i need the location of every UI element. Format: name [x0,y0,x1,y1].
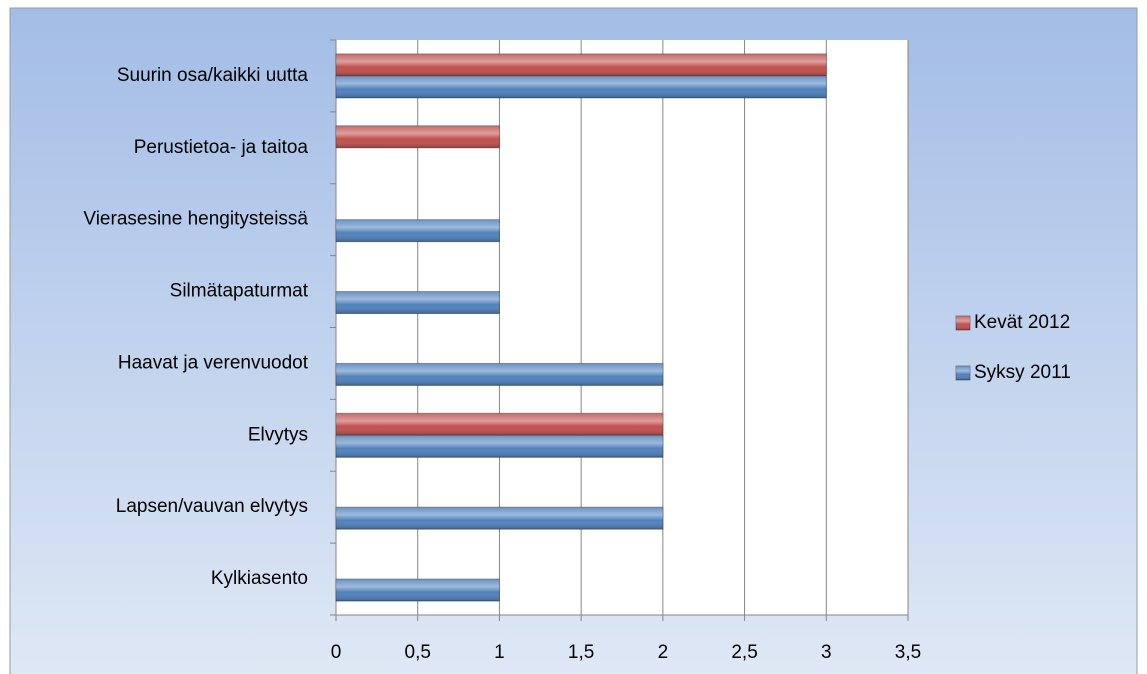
x-tick-label: 2 [658,642,669,663]
bar-shine [336,125,500,148]
legend-swatch-shine [956,366,970,380]
x-tick-label: 1 [494,642,505,663]
legend-label: Syksy 2011 [974,362,1071,383]
bar-shine [336,219,500,242]
x-tick-label: 0,5 [405,642,431,663]
x-tick-label: 3,5 [895,642,921,663]
y-tick-label: Vierasesine hengitysteissä [83,209,308,230]
y-tick-label: Perustietoa- ja taitoa [134,137,309,158]
y-tick-label: Lapsen/vauvan elvytys [116,496,308,517]
bar-shine [336,53,827,76]
bar-shine [336,435,663,458]
x-tick-label: 3 [821,642,832,663]
bar-shine [336,291,500,314]
bar-shine [336,363,663,386]
x-tick-label: 2,5 [731,642,757,663]
y-tick-label: Kylkiasento [211,568,308,589]
y-tick-label: Haavat ja verenvuodot [118,352,309,373]
legend-label: Kevät 2012 [974,312,1070,333]
bar-shine [336,413,663,436]
y-tick-label: Elvytys [248,424,308,445]
legend-swatch-shine [956,316,970,330]
bar-shine [336,579,500,602]
y-tick-label: Suurin osa/kaikki uutta [117,65,309,86]
y-tick-label: Silmätapaturmat [170,281,309,302]
bar-shine [336,75,827,98]
bar-shine [336,507,663,530]
x-tick-label: 1,5 [568,642,594,663]
x-tick-label: 0 [331,642,342,663]
